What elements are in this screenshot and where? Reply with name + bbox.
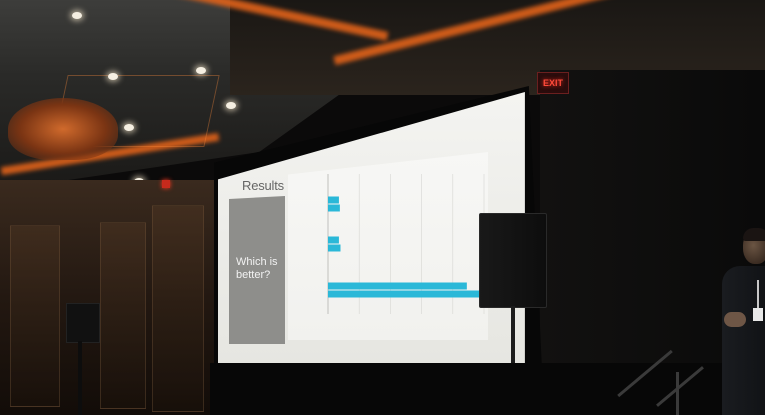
slide-bar-chart [327, 174, 485, 314]
ceiling-light [196, 67, 206, 74]
chandelier [8, 98, 118, 160]
exit-sign: EXIT [537, 72, 569, 94]
speaker-pole [511, 306, 515, 415]
ceiling-light [226, 102, 236, 109]
wall-speaker [66, 303, 100, 343]
stair-railing [676, 372, 679, 415]
wall-panel [10, 225, 60, 407]
slide-side-panel [229, 196, 285, 344]
wall-panel [100, 222, 146, 409]
slide-side-panel-text: Which is better? [236, 256, 278, 281]
chart-bar [328, 196, 339, 204]
lanyard [757, 280, 759, 310]
exit-light [162, 180, 170, 188]
chart-bar [328, 204, 340, 212]
ceiling-light [124, 124, 134, 131]
presenter-hair [743, 228, 765, 241]
chart-bar [328, 236, 339, 244]
slide-title: Results [242, 178, 284, 193]
pa-speaker [479, 213, 547, 308]
stage [210, 363, 765, 415]
chart-bar [328, 290, 483, 298]
ceiling-light [108, 73, 118, 80]
presenter-hand [724, 312, 746, 327]
wall-speaker-pole [78, 341, 82, 415]
wall-panel [152, 205, 204, 412]
left-wall [0, 180, 230, 415]
chart-bar [328, 244, 341, 252]
chart-bar [328, 282, 467, 290]
name-badge [753, 308, 763, 321]
ceiling-light [72, 12, 82, 19]
chart-area [288, 152, 488, 340]
